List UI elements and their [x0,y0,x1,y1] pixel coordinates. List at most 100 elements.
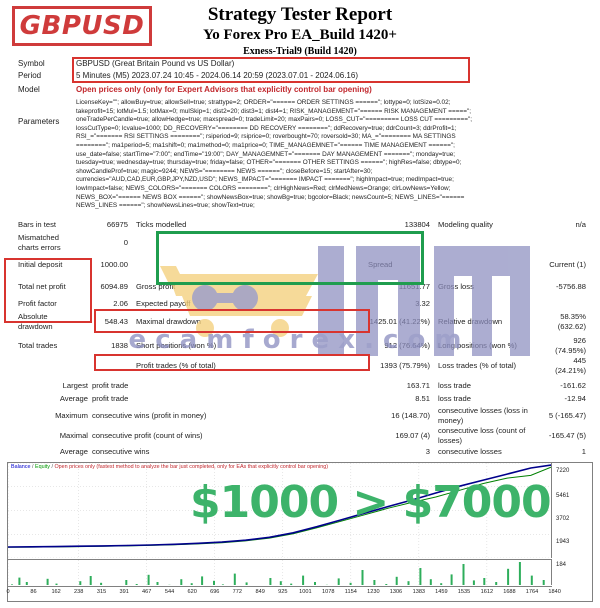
max-consecutive-losses-value: 5 (-165.47) [548,410,586,420]
chart-x-tick-label: 1459 [435,589,448,595]
row-total-net-profit: Total net profit 6094.89 Gross profit 11… [6,276,594,298]
chart-x-tick-label: 1230 [367,589,380,595]
chart-x-tick-label: 1001 [299,589,312,595]
row-symbol: Symbol GBPUSD (Great Britain Pound vs US… [6,58,594,70]
average-loss-value: -12.94 [564,394,586,404]
largest-profit-label: profit trade [92,381,129,391]
symbol-label: Symbol [18,59,45,68]
ticks-modelled-label: Ticks modelled [136,220,187,230]
chart-x-tick-label: 162 [51,589,61,595]
row-maximal-consecutive: Maximal consecutive profit (count of win… [6,426,594,446]
chart-x-tick-label: 1840 [548,589,561,595]
legend-note: Open prices only (fastest method to anal… [54,464,329,470]
chart-x-tick-label: 849 [255,589,265,595]
total-net-profit-label: Total net profit [18,281,66,291]
row-largest: Largest profit trade 163.71 loss trade -… [6,380,594,393]
chart-x-tick-label: 391 [119,589,129,595]
row-parameters: Parameters LicenseKey=""; allowBuy=true;… [6,99,594,211]
initial-deposit-value: 1000.00 [100,259,128,269]
chart-y-tick-label: 3702 [556,516,570,522]
param-line: showCandleProf=true; magic=9244; NEWS="=… [76,167,373,175]
maximal-consecutive-profit-label: consecutive profit (count of wins) [92,430,203,440]
parameters-label: Parameters [18,117,60,126]
total-net-profit-value: 6094.89 [100,281,128,291]
legend-balance: Balance [11,464,31,470]
row-initial-deposit: Initial deposit 1000.00 Spread Current (… [6,254,594,276]
avg-consecutive-losses-value: 1 [581,447,586,457]
relative-drawdown-value: 58.35% (632.62) [557,311,586,331]
chart-legend: Balance / Equity / Open prices only (fas… [11,464,328,471]
statistics-table: $1000 > $7000 Bars in test 66975 Ticks m… [0,219,600,528]
row-mismatched-errors: Mismatched charts errors 0 [6,232,594,254]
page-title: Strategy Tester Report [207,4,393,25]
maximal-label: Maximal [59,430,88,440]
chart-x-tick-label: 1535 [457,589,471,595]
chart-x-tick-label: 1612 [480,589,494,595]
gross-profit-value: 11651.77 [398,281,430,291]
profit-trades-value: 1393 (75.79%) [380,360,430,370]
largest-loss-label: loss trade [438,381,471,391]
legend-equity: Equity [34,464,50,470]
mismatched-value: 0 [123,237,128,247]
model-label: Model [18,85,40,94]
profit-factor-value: 2.06 [113,299,128,309]
expected-payoff-label: Expected payoff [136,299,191,309]
gross-profit-label: Gross profit [136,281,176,291]
total-trades-value: 1838 [111,340,128,350]
balance-equity-chart: Balance / Equity / Open prices only (fas… [6,462,593,602]
legend-separator: / [30,464,35,470]
param-line: takeprofit=15; lotMul=1.5; lotMax=0; mul… [76,107,471,115]
report-info-table: Symbol GBPUSD (Great Britain Pound vs US… [0,57,600,211]
param-line: lowImpact=false; NEWS_COLORS="======= CO… [76,184,451,192]
spread-value: Current (1) [549,259,586,269]
param-line: ========"; ma1period=5; ma1shift=0; ma1m… [76,141,455,149]
row-absolute-drawdown: Absolute drawdown 548.43 Maximal drawdow… [6,311,594,333]
param-line: currencies="AUD,CAD,EUR,GBP,JPY,NZD,USD"… [76,176,454,184]
chart-x-tick-label: 696 [210,589,220,595]
period-value: 5 Minutes (M5) 2023.07.24 10:45 - 2024.0… [76,71,358,80]
period-label: Period [18,71,42,80]
max-consecutive-wins-label: consecutive wins (profit in money) [92,410,207,420]
chart-y-tick-label: 1943 [556,539,570,545]
modeling-quality-value: n/a [575,220,586,230]
absolute-drawdown-value: 548.43 [104,316,128,326]
ticks-modelled-value: 133804 [404,220,430,230]
short-positions-label: Short positions (won %) [136,340,217,350]
report-header: GBPUSD Strategy Tester Report Yo Forex P… [0,0,600,58]
maximal-drawdown-label: Maximal drawdown [136,316,201,326]
param-line: NEWS_BOX="====== NEWS BOX ======"; showN… [76,193,465,201]
average-profit-label: profit trade [92,394,129,404]
gross-loss-label: Gross loss [438,281,474,291]
row-model: Model Open prices only (only for Expert … [6,84,594,96]
row-period: Period 5 Minutes (M5) 2023.07.24 10:45 -… [6,70,594,82]
chart-y-axis: 7220 5461 3702 1943 184 [552,463,592,575]
drawdown-bars-svg [8,560,545,585]
model-value: Open prices only (only for Expert Adviso… [76,85,372,94]
param-line: NEWS_LINES ======"; showNewsLines=true; … [76,202,255,210]
chart-y-tick-label: 5461 [556,493,570,499]
chart-x-tick-label: 467 [142,589,152,595]
maximal-drawdown-value: 1425.01 (41.22%) [369,316,430,326]
chart-x-tick-label: 1383 [412,589,426,595]
chart-x-tick-label: 1154 [344,589,357,595]
largest-profit-value: 163.71 [406,381,430,391]
long-positions-value: 926 (74.95%) [555,335,586,355]
row-maximum-consecutive: Maximum consecutive wins (profit in mone… [6,406,594,426]
absolute-drawdown-label: Absolute drawdown [18,312,53,331]
profit-trades-label: Profit trades (% of total) [136,360,216,370]
chart-x-tick-label: 1764 [525,589,539,595]
largest-loss-value: -161.62 [560,381,586,391]
param-line: oneTradePerCandle=true; allowHedge=true;… [76,116,473,124]
maximal-consecutive-loss-value: -165.47 (5) [548,430,586,440]
row-average: Average profit trade 8.51 loss trade -12… [6,393,594,406]
chart-x-tick-label: 620 [187,589,197,595]
average2-label: Average [59,447,88,457]
relative-drawdown-label: Relative drawdown [438,316,503,326]
chart-y-tick-label: 184 [556,562,567,568]
loss-trades-label: Loss trades (% of total) [438,360,517,370]
report-subtitle: Yo Forex Pro EA_Build 1420+ [203,26,397,43]
avg-consecutive-losses-label: consecutive losses [438,447,502,457]
chart-balance-pane [8,463,552,558]
balance-curve-svg [8,463,551,558]
symbol-logo-badge: GBPUSD [12,6,152,46]
